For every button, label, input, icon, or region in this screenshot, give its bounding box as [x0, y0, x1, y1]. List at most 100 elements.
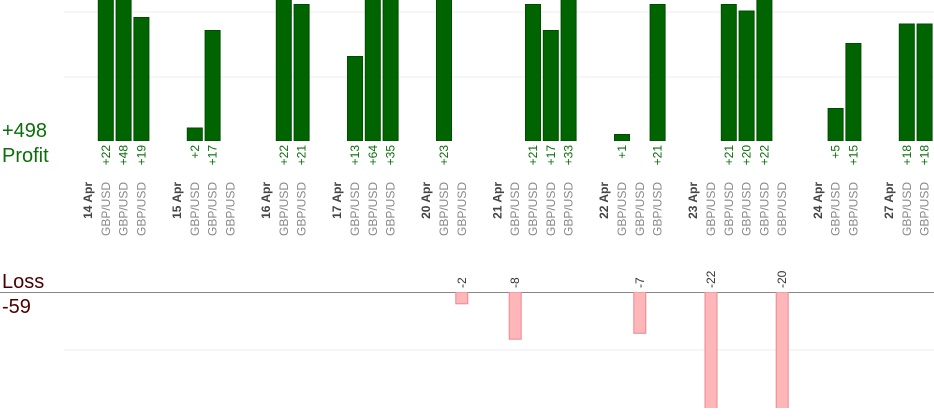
value-label: +15	[846, 145, 860, 166]
pair-label: GBP/USD	[206, 182, 220, 236]
pair-label: GBP/USD	[366, 182, 380, 236]
profit-bar	[436, 0, 452, 141]
value-label: +48	[117, 145, 131, 166]
profit-bar	[275, 0, 292, 141]
value-label: +21	[526, 145, 540, 166]
value-label: -20	[775, 270, 789, 288]
profit-bar	[738, 10, 755, 141]
value-label: +22	[277, 145, 291, 166]
value-label: +22	[757, 145, 771, 166]
loss-bar	[455, 292, 469, 305]
value-label: +22	[99, 145, 113, 166]
date-label: 23 Apr	[686, 182, 700, 219]
loss-bars	[455, 292, 789, 408]
pair-label: GBP/USD	[918, 182, 932, 236]
pair-label: GBP/USD	[117, 182, 131, 236]
value-label: +1	[615, 145, 629, 159]
pair-label: GBP/USD	[508, 182, 522, 236]
value-label: +17	[544, 145, 558, 166]
value-label: +13	[348, 145, 362, 166]
profit-bar	[827, 108, 844, 141]
pair-label: GBP/USD	[829, 182, 843, 236]
value-label: +17	[206, 145, 220, 166]
pair-label: GBP/USD	[134, 182, 148, 236]
pair-label: GBP/USD	[277, 182, 291, 236]
value-label: +2	[188, 145, 202, 159]
profit-label: Profit	[2, 145, 49, 167]
pair-label: GBP/USD	[526, 182, 540, 236]
date-label: 15 Apr	[170, 182, 184, 219]
profit-bar	[560, 0, 577, 141]
pair-label: GBP/USD	[722, 182, 736, 236]
date-label: 17 Apr	[330, 182, 344, 219]
pair-label: GBP/USD	[615, 182, 629, 236]
value-label: +5	[829, 145, 843, 159]
pair-label: GBP/USD	[295, 182, 309, 236]
loss-bar	[704, 292, 718, 408]
pair-label: GBP/USD	[846, 182, 860, 236]
pair-label: GBP/USD	[900, 182, 914, 236]
profit-bar	[916, 23, 933, 141]
value-label: +21	[722, 145, 736, 166]
value-label: +18	[900, 145, 914, 166]
pair-label: GBP/USD	[437, 182, 451, 236]
pair-label: GBP/USD	[544, 182, 558, 236]
loss-bar	[775, 292, 789, 408]
value-label: +21	[295, 145, 309, 166]
pair-label: GBP/USD	[562, 182, 576, 236]
value-label: -8	[508, 277, 522, 288]
pair-label: GBP/USD	[757, 182, 771, 236]
profit-bar	[382, 0, 399, 141]
date-label: 16 Apr	[259, 182, 273, 219]
date-label: 21 Apr	[490, 182, 504, 219]
date-label: 24 Apr	[811, 182, 825, 219]
value-label: +23	[437, 145, 451, 166]
pair-label: GBP/USD	[633, 182, 647, 236]
profit-bar	[614, 134, 630, 141]
profit-bar	[364, 0, 381, 141]
value-label: -7	[633, 277, 647, 288]
loss-bar	[633, 292, 647, 334]
profit-bars	[97, 0, 933, 141]
value-label: +18	[918, 145, 932, 166]
profit-total: +498	[2, 120, 47, 142]
profit-bar	[525, 4, 541, 141]
loss-bar	[508, 292, 522, 340]
profit-bar	[347, 56, 363, 141]
profit-bar	[542, 30, 559, 141]
profit-bar	[186, 127, 203, 141]
pair-label: GBP/USD	[740, 182, 754, 236]
pair-label: GBP/USD	[384, 182, 398, 236]
pair-label: GBP/USD	[99, 182, 113, 236]
date-label: 27 Apr	[882, 182, 896, 219]
profit-bar	[845, 43, 862, 141]
value-label: +64	[366, 145, 380, 166]
loss-total: -59	[2, 296, 31, 318]
profit-bar	[649, 4, 666, 141]
profit-bar	[898, 23, 915, 141]
pair-label: GBP/USD	[775, 182, 789, 236]
date-label: 22 Apr	[597, 182, 611, 219]
value-label: +35	[384, 145, 398, 166]
profit-bar	[720, 4, 737, 141]
date-label: 14 Apr	[81, 182, 95, 219]
date-label: 20 Apr	[419, 182, 433, 219]
profit-bar	[115, 0, 132, 141]
value-label: -22	[704, 270, 718, 288]
profit-bar	[204, 30, 221, 141]
pair-label: GBP/USD	[704, 182, 718, 236]
value-label: -2	[455, 277, 469, 288]
value-label: +20	[740, 145, 754, 166]
pair-label: GBP/USD	[188, 182, 202, 236]
value-label: +21	[651, 145, 665, 166]
loss-label: Loss	[2, 271, 44, 293]
value-label: +33	[562, 145, 576, 166]
profit-bar	[133, 17, 150, 141]
pair-label: GBP/USD	[348, 182, 362, 236]
pair-label: GBP/USD	[651, 182, 665, 236]
pair-label: GBP/USD	[223, 182, 237, 236]
profit-bar	[97, 0, 114, 141]
profit-bar	[756, 0, 773, 141]
value-label: +19	[134, 145, 148, 166]
